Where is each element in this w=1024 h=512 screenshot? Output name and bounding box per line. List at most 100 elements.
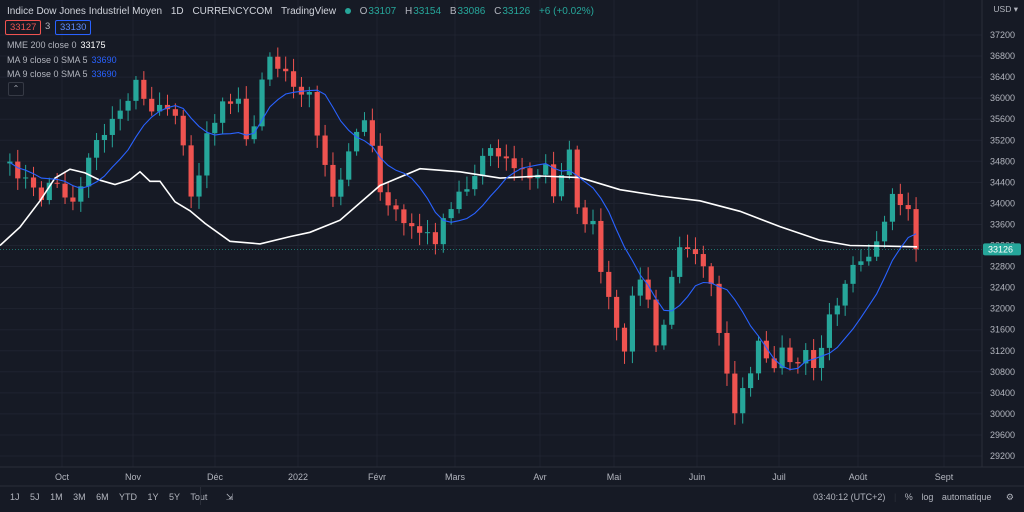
candle-body <box>637 279 643 296</box>
candle-body <box>692 249 699 255</box>
candle-body <box>614 296 620 328</box>
sma-line <box>9 89 917 371</box>
symbol-header: Indice Dow Jones Industriel Moyen 1D CUR… <box>7 6 606 17</box>
symbol-name[interactable]: Indice Dow Jones Industriel Moyen <box>7 6 163 17</box>
candle-body <box>188 145 194 197</box>
candle-body <box>834 305 840 315</box>
candle-body <box>101 134 108 141</box>
range-1y[interactable]: 1Y <box>147 492 159 502</box>
range-3m[interactable]: 3M <box>73 492 86 502</box>
interval[interactable]: 1D <box>170 6 184 17</box>
candle-body <box>440 218 446 245</box>
percent-toggle[interactable]: % <box>904 492 913 502</box>
candle-body <box>543 164 549 175</box>
time-tick: Oct <box>55 472 70 482</box>
candle-body <box>803 350 809 364</box>
candle-body <box>881 221 888 242</box>
candle-body <box>779 347 785 369</box>
candle-body <box>157 104 163 112</box>
indicator-ema200[interactable]: MME 200 close 0 33175 <box>7 40 106 50</box>
candle-body <box>220 101 226 123</box>
candle-body <box>30 177 37 188</box>
range-1d[interactable]: 1J <box>10 492 20 502</box>
candle-body <box>527 168 533 179</box>
currency-selector[interactable]: USD ▾ <box>993 4 1018 14</box>
candle-body <box>763 340 769 359</box>
candle-body <box>172 109 178 116</box>
candle-body <box>755 340 762 374</box>
price-tick: 30800 <box>990 367 1015 377</box>
price-tick: 30000 <box>990 409 1015 419</box>
candle-body <box>267 56 273 80</box>
time-tick: Nov <box>125 472 142 482</box>
candle-body <box>787 347 793 363</box>
candle-body <box>606 271 612 297</box>
time-axis: Oct Nov Déc 2022 Févr Mars Avr Mai Juin Juil Août S… <box>55 472 954 482</box>
range-selector: 1J 5J 1M 3M 6M YTD 1Y 5Y Tout ⇲ <box>10 492 241 503</box>
sell-button[interactable]: 33127 <box>5 20 42 35</box>
range-6m[interactable]: 6M <box>96 492 109 502</box>
indicator-ma9-a[interactable]: MA 9 close 0 SMA 5 33690 <box>7 55 117 65</box>
indicator-ma9-b[interactable]: MA 9 close 0 SMA 5 33690 <box>7 69 117 79</box>
candle-body <box>724 332 730 374</box>
price-axis: 37200 36800 36400 36000 35600 35200 34800 34400… <box>983 30 1021 461</box>
candle-body <box>590 220 596 225</box>
candle-body <box>117 110 123 119</box>
log-toggle[interactable]: log <box>921 492 934 502</box>
buy-button[interactable]: 33130 <box>55 20 92 35</box>
candle-body <box>653 299 659 346</box>
candle-body <box>314 91 320 136</box>
price-tick: 36000 <box>990 93 1015 103</box>
candle-body <box>306 91 312 95</box>
candle-body <box>227 101 234 104</box>
price-tick: 34400 <box>990 177 1015 187</box>
candle-body <box>346 151 352 180</box>
last-price-label-bg <box>983 243 1021 256</box>
candle-body <box>677 247 683 277</box>
range-1m[interactable]: 1M <box>50 492 63 502</box>
settings-gear-icon[interactable]: ⚙ <box>1005 492 1014 502</box>
candle-body <box>700 254 706 267</box>
price-tick: 35600 <box>990 114 1015 124</box>
price-tick: 29200 <box>990 451 1015 461</box>
candle-body <box>582 207 588 225</box>
candle-body <box>409 223 415 227</box>
price-tick: 32000 <box>990 304 1015 314</box>
range-ytd[interactable]: YTD <box>118 492 137 502</box>
price-tick: 36400 <box>990 72 1015 82</box>
bottom-right-controls: 03:40:12 (UTC+2) | % log automatique ⚙ <box>813 492 1014 502</box>
price-tick: 37200 <box>990 30 1015 40</box>
candle-body <box>913 209 919 250</box>
candle-body <box>109 118 115 135</box>
range-5y[interactable]: 5Y <box>169 492 181 502</box>
candle-body <box>424 232 431 234</box>
range-5d[interactable]: 5J <box>30 492 40 502</box>
candle-body <box>361 120 368 132</box>
source: TradingView <box>281 6 337 17</box>
candle-body <box>448 209 454 219</box>
bottom-separator <box>200 487 201 505</box>
candle-body <box>487 148 494 156</box>
price-tick: 34800 <box>990 156 1015 166</box>
candle-body <box>858 261 864 265</box>
candle-body <box>204 133 210 176</box>
range-all[interactable]: Tout <box>190 492 208 502</box>
candle-body <box>78 186 84 202</box>
collapse-indicators-icon[interactable]: ⌃ <box>8 82 24 96</box>
candle-body <box>748 373 754 389</box>
time-tick: Févr <box>368 472 386 482</box>
time-tick: Déc <box>207 472 224 482</box>
candlestick-series <box>7 47 919 425</box>
candle-body <box>684 247 691 250</box>
candle-body <box>385 192 391 206</box>
last-price-label: 33126 <box>988 244 1013 254</box>
auto-toggle[interactable]: automatique <box>941 492 992 502</box>
candle-body <box>70 197 76 202</box>
candle-body <box>62 183 68 198</box>
candle-body <box>645 279 651 300</box>
candle-body <box>669 276 675 325</box>
candle-body <box>7 161 13 164</box>
candle-body <box>125 100 131 111</box>
date-range-icon[interactable]: ⇲ <box>225 492 234 502</box>
